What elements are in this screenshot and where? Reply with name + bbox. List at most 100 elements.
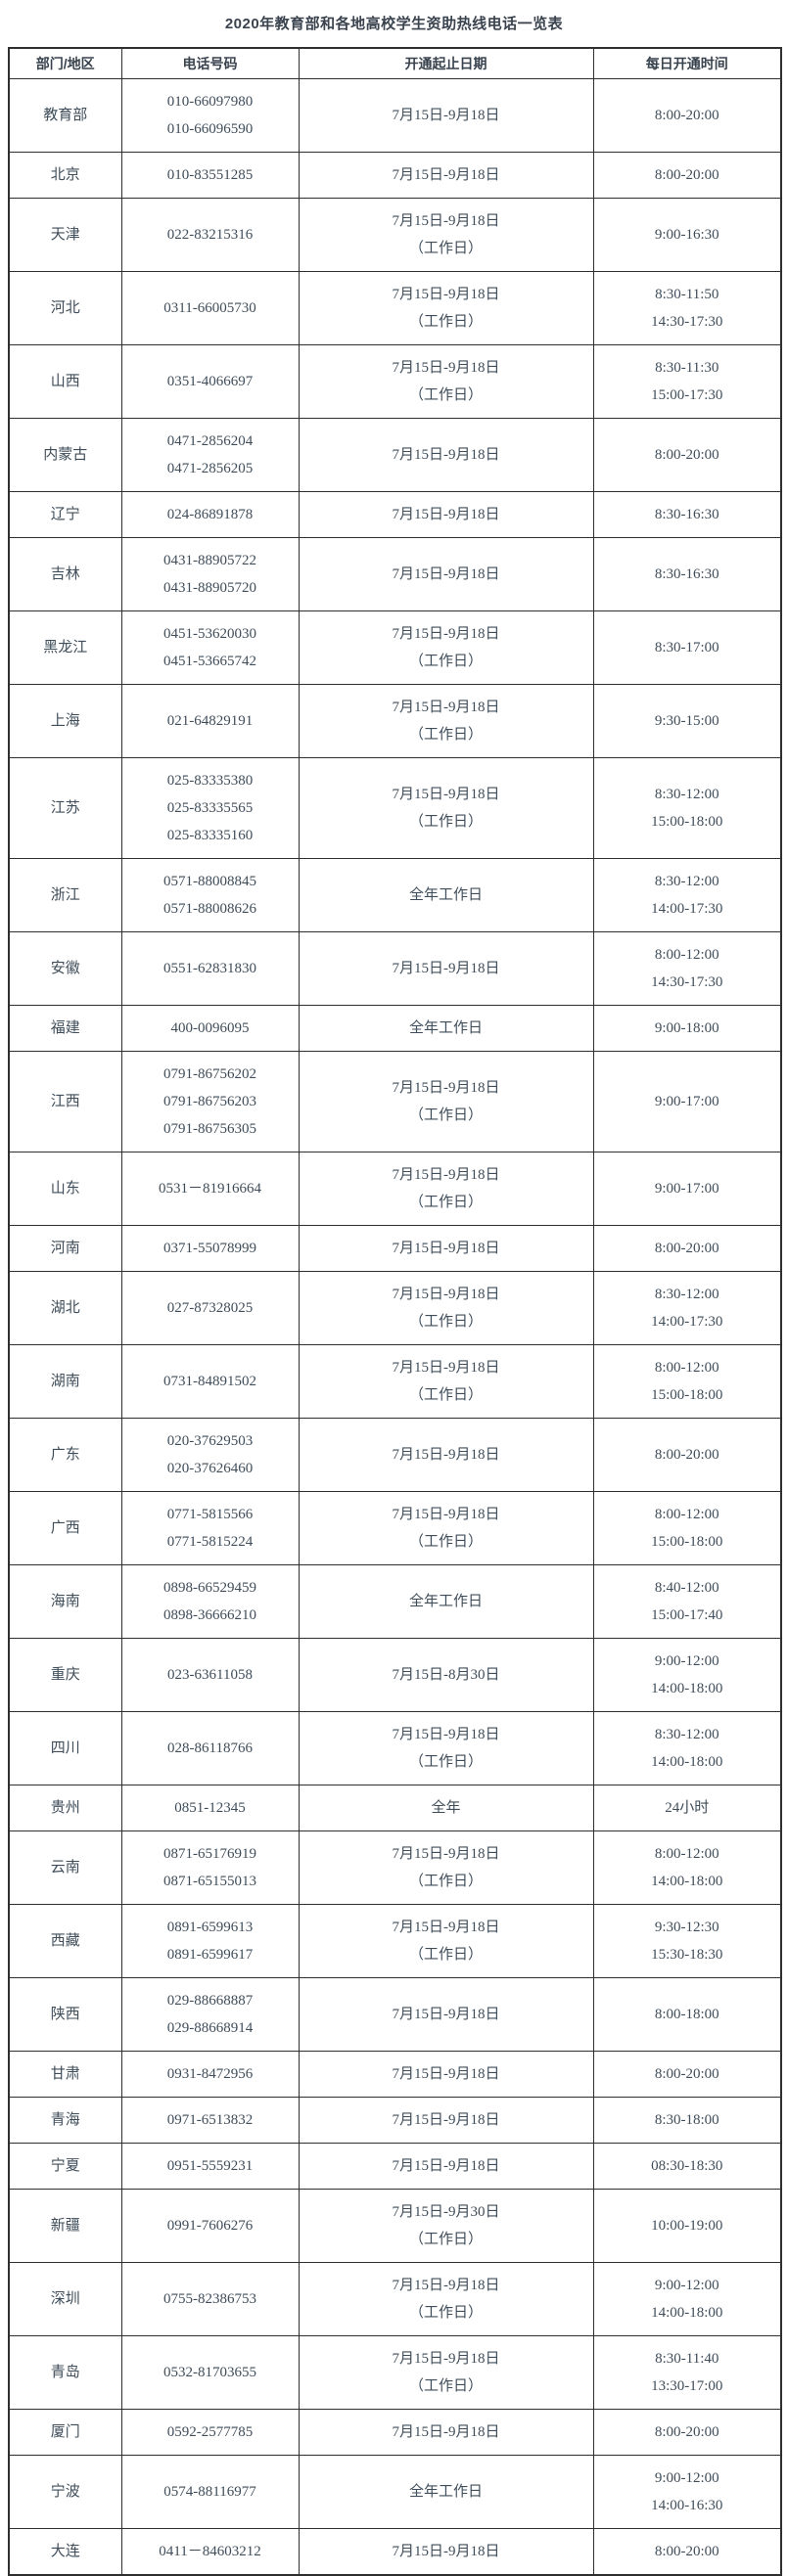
dates-cell: 7月15日-8月30日 xyxy=(298,1637,594,1712)
region-cell: 西藏 xyxy=(8,1903,122,1978)
dates-cell: 7月15日-9月18日 （工作日） xyxy=(298,1050,594,1152)
cell-line: 7月15日-9月18日 xyxy=(392,699,500,715)
times-cell: 8:00-20:00 xyxy=(592,1417,782,1492)
region-cell: 天津 xyxy=(8,197,122,272)
cell-line: （工作日） xyxy=(408,1753,483,1770)
cell-line: 24小时 xyxy=(665,1799,710,1816)
table-row: 云南 0871-65176919 0871-65155013 7月15日-9月18日 （… xyxy=(8,1830,782,1905)
phone-cell: 0791-86756202 0791-86756203 0791-86756305 xyxy=(120,1050,300,1152)
table-row: 甘肃 0931-8472956 7月15日-9月18日 8:00-20:00 xyxy=(8,2050,782,2098)
cell-line: 重庆 xyxy=(50,1666,80,1683)
cell-line: 027-87328025 xyxy=(166,1299,254,1316)
dates-cell: 7月15日-9月18日 xyxy=(298,151,594,199)
cell-line: 15:00-17:40 xyxy=(651,1606,723,1623)
cell-line: （工作日） xyxy=(408,2231,483,2247)
header-row: 部门/地区 电话号码 开通起止日期 每日开通时间 xyxy=(8,47,782,79)
cell-line: 8:30-11:50 xyxy=(655,286,719,302)
header-times: 每日开通时间 xyxy=(592,47,782,79)
cell-line: 7月15日-9月18日 xyxy=(392,2157,500,2174)
region-cell: 青海 xyxy=(8,2096,122,2144)
region-cell: 北京 xyxy=(8,151,122,199)
region-cell: 吉林 xyxy=(8,536,122,611)
cell-line: 四川 xyxy=(50,1740,80,1756)
region-cell: 新疆 xyxy=(8,2188,122,2263)
cell-line: 厦门 xyxy=(50,2423,80,2440)
region-cell: 上海 xyxy=(8,683,122,758)
times-cell: 8:00-20:00 xyxy=(592,151,782,199)
cell-line: 江苏 xyxy=(50,799,80,816)
times-cell: 8:30-12:00 14:00-18:00 xyxy=(592,1710,782,1785)
cell-line: 8:00-20:00 xyxy=(654,2065,719,2082)
header-region: 部门/地区 xyxy=(8,47,122,79)
cell-line: 0898-36666210 xyxy=(163,1606,256,1623)
cell-line: 7月15日-8月30日 xyxy=(392,1666,500,1683)
dates-cell: 7月15日-9月18日 xyxy=(298,1224,594,1272)
times-cell: 9:00-12:00 14:00-16:30 xyxy=(592,2454,782,2529)
times-cell: 8:00-20:00 xyxy=(592,417,782,492)
cell-line: 0891-6599613 xyxy=(166,1919,254,1935)
times-cell: 24小时 xyxy=(592,1784,782,1831)
cell-line: 14:00-18:00 xyxy=(651,1753,723,1770)
header-phone: 电话号码 xyxy=(120,47,300,79)
region-cell: 黑龙江 xyxy=(8,610,122,685)
cell-line: 7月15日-9月18日 xyxy=(392,359,500,376)
table-row: 吉林 0431-88905722 0431-88905720 7月15日-9月18日 8… xyxy=(8,536,782,611)
phone-cell: 010-66097980 010-66096590 xyxy=(120,77,300,153)
cell-line: 7月15日-9月18日 xyxy=(392,1845,500,1862)
cell-line: 0532-81703655 xyxy=(163,2364,256,2380)
cell-line: （工作日） xyxy=(408,2304,483,2321)
times-cell: 9:00-12:00 14:00-18:00 xyxy=(592,1637,782,1712)
dates-cell: 7月15日-9月18日 （工作日） xyxy=(298,1151,594,1226)
cell-line: 9:00-17:00 xyxy=(654,1093,719,1109)
times-cell: 8:00-12:00 15:00-18:00 xyxy=(592,1490,782,1565)
cell-line: 9:00-12:00 xyxy=(654,1652,719,1669)
cell-line: 7月15日-9月18日 xyxy=(392,2543,500,2559)
cell-line: 0971-6513832 xyxy=(166,2111,254,2128)
region-cell: 深圳 xyxy=(8,2261,122,2336)
phone-cell: 0731-84891502 xyxy=(120,1343,300,1419)
cell-line: 7月15日-9月30日 xyxy=(392,2203,500,2220)
cell-line: 025-83335160 xyxy=(166,827,254,843)
cell-line: 029-88668914 xyxy=(166,2019,254,2036)
region-cell: 河北 xyxy=(8,270,122,345)
region-cell: 安徽 xyxy=(8,930,122,1006)
cell-line: 7月15日-9月18日 xyxy=(392,1240,500,1256)
cell-line: 浙江 xyxy=(50,886,80,903)
phone-cell: 0951-5559231 xyxy=(120,2142,300,2190)
cell-line: 7月15日-9月18日 xyxy=(392,2277,500,2293)
cell-line: 0411－84603212 xyxy=(159,2543,261,2559)
table-row: 湖北 027-87328025 7月15日-9月18日 （工作日） 8:30-12:00… xyxy=(8,1270,782,1345)
cell-line: 深圳 xyxy=(50,2290,80,2307)
cell-line: 8:00-20:00 xyxy=(654,2423,719,2440)
dates-cell: 7月15日-9月18日 （工作日） xyxy=(298,756,594,859)
cell-line: （工作日） xyxy=(408,2377,483,2394)
cell-line: 0851-12345 xyxy=(174,1799,246,1816)
region-cell: 云南 xyxy=(8,1830,122,1905)
cell-line: 7月15日-9月18日 xyxy=(392,107,500,123)
table-row: 山东 0531－81916664 7月15日-9月18日 （工作日） 9:00-17:0… xyxy=(8,1151,782,1226)
cell-line: 8:30-17:00 xyxy=(654,639,719,655)
cell-line: 陕西 xyxy=(50,2006,80,2022)
cell-line: 9:00-12:00 xyxy=(654,2469,719,2486)
cell-line: 0871-65155013 xyxy=(163,1873,256,1889)
cell-line: 0931-8472956 xyxy=(166,2065,254,2082)
phone-cell: 0311-66005730 xyxy=(120,270,300,345)
cell-line: 14:00-17:30 xyxy=(651,1313,723,1330)
cell-line: 8:30-16:30 xyxy=(654,506,719,522)
cell-line: 全年工作日 xyxy=(408,886,483,903)
cell-line: 江西 xyxy=(50,1093,80,1109)
times-cell: 9:00-16:30 xyxy=(592,197,782,272)
cell-line: 0755-82386753 xyxy=(163,2290,256,2307)
cell-line: 内蒙古 xyxy=(43,446,88,463)
cell-line: 8:30-16:30 xyxy=(654,565,719,582)
region-cell: 内蒙古 xyxy=(8,417,122,492)
cell-line: 7月15日-9月18日 xyxy=(392,506,500,522)
cell-line: 7月15日-9月18日 xyxy=(392,1919,500,1935)
region-cell: 贵州 xyxy=(8,1784,122,1831)
phone-cell: 0371-55078999 xyxy=(120,1224,300,1272)
cell-line: 0571-88008626 xyxy=(163,900,256,917)
dates-cell: 7月15日-9月18日 （工作日） xyxy=(298,683,594,758)
cell-line: 0531－81916664 xyxy=(158,1180,261,1197)
region-cell: 湖北 xyxy=(8,1270,122,1345)
phone-cell: 0551-62831830 xyxy=(120,930,300,1006)
